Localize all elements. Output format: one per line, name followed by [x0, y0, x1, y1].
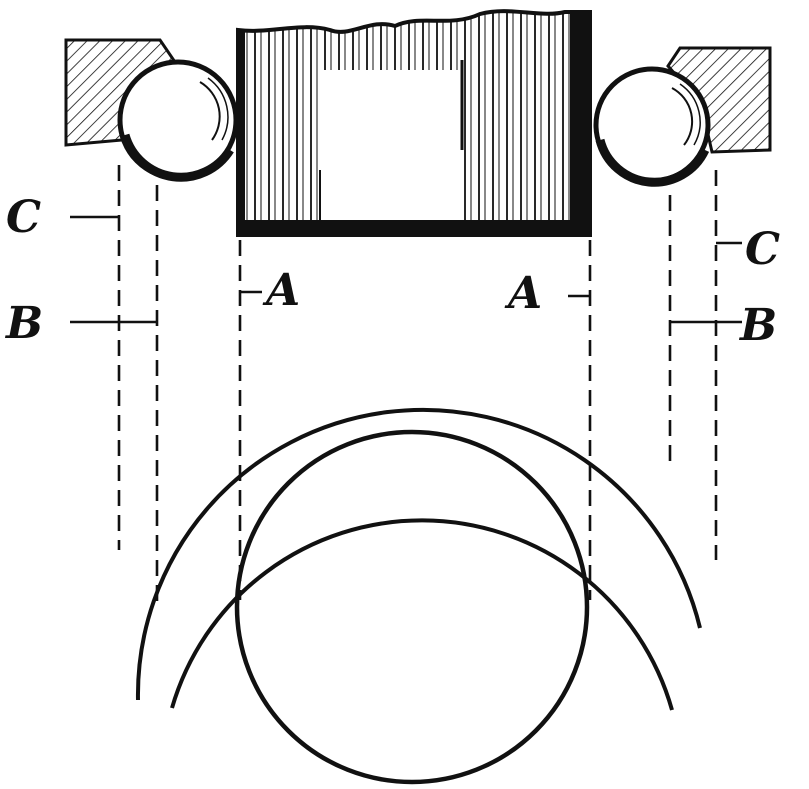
inner-race-circle [170, 518, 674, 711]
shaft-section [236, 9, 592, 237]
outer-race-circle [135, 407, 702, 701]
left-ball [117, 59, 239, 182]
label-c-right: C [745, 224, 780, 275]
shaft-circle [234, 429, 590, 785]
label-c-left: C [6, 192, 41, 243]
projection-lines [117, 165, 718, 605]
label-a-right: A [504, 268, 542, 319]
leader-lines [70, 215, 742, 324]
label-b-left: B [4, 298, 43, 349]
label-b-right: B [738, 300, 777, 351]
right-ball [593, 66, 711, 187]
label-a-left: A [262, 265, 300, 316]
